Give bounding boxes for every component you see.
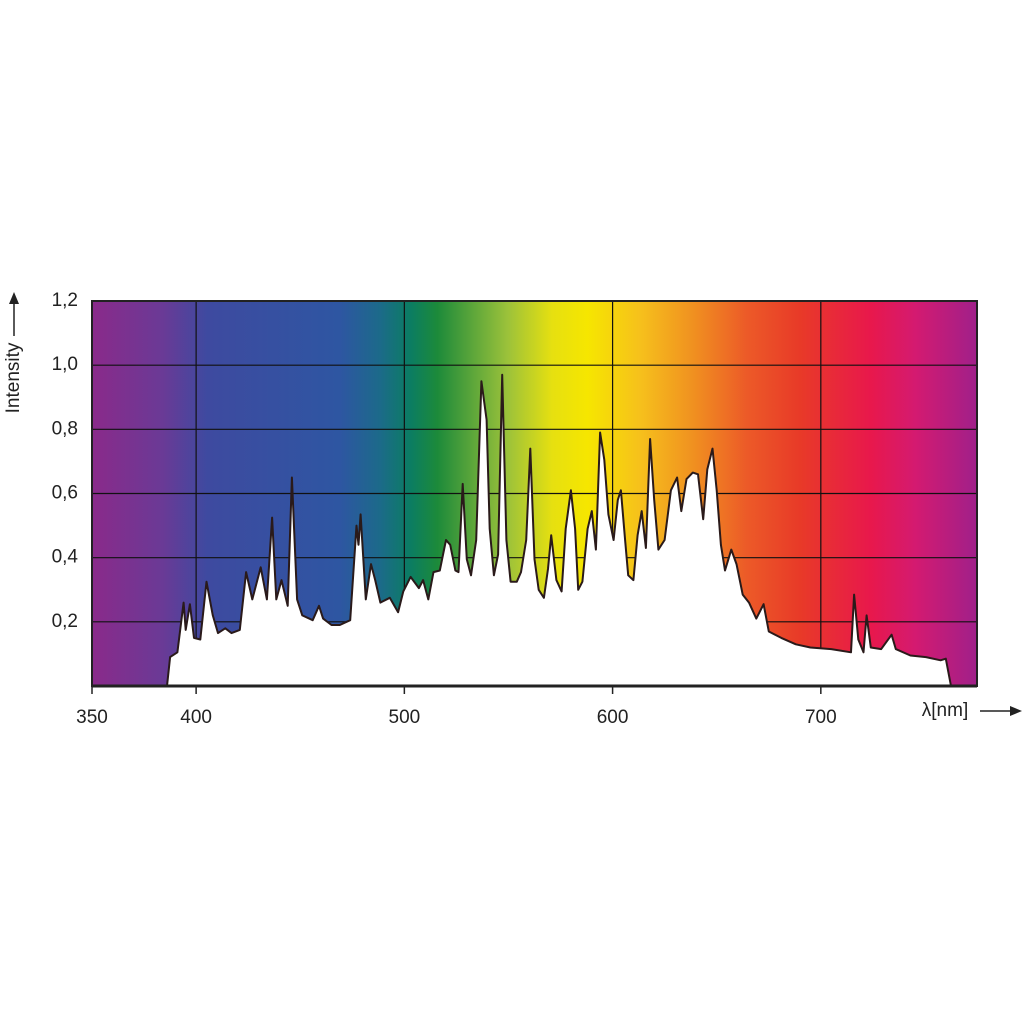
x-arrow [980, 706, 1022, 716]
area-fill [166, 374, 951, 686]
x-tick-label: 700 [805, 707, 837, 728]
y-tick-label: 1,2 [52, 290, 78, 311]
x-tick-label: 600 [597, 707, 629, 728]
y-tick-label: 0,6 [52, 483, 78, 504]
y-axis-label: Intensity [3, 342, 24, 413]
x-tick-label: 500 [389, 707, 421, 728]
y-tick-label: 0,8 [52, 418, 78, 439]
y-tick-label: 1,0 [52, 354, 78, 375]
x-tick-label: 350 [76, 707, 108, 728]
y-arrow [9, 292, 19, 336]
x-tick-label: 400 [180, 707, 212, 728]
x-axis-label: λ[nm] [922, 700, 968, 721]
y-tick-label: 0,4 [52, 547, 79, 568]
y-tick-label: 0,2 [52, 611, 78, 632]
spectrum-line [166, 373, 952, 687]
